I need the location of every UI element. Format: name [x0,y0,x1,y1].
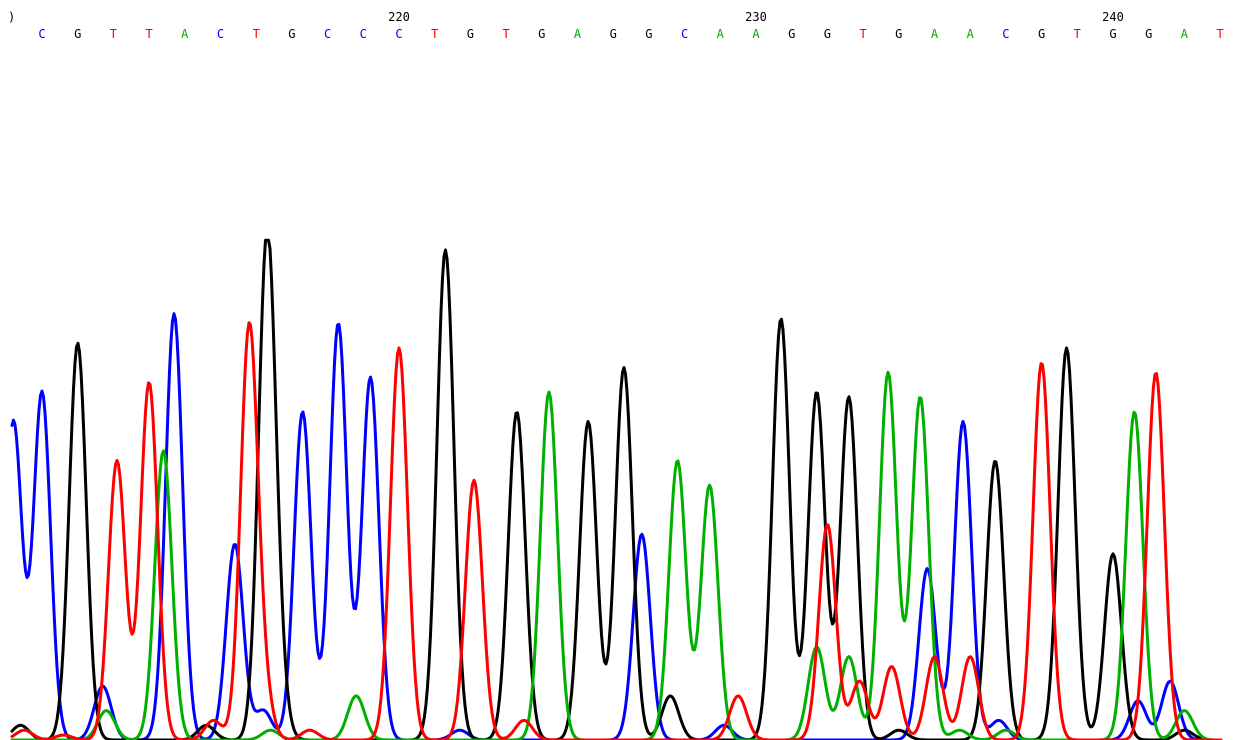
base-call: G [645,27,652,41]
trace-area [10,238,1223,740]
base-call: C [217,27,224,41]
position-label: 230 [745,10,767,24]
base-call: C [360,27,367,41]
base-call: G [1109,27,1116,41]
base-call: T [502,27,509,41]
base-call: T [1216,27,1223,41]
base-call: A [967,27,975,41]
position-label: 240 [1102,10,1124,24]
base-call: G [788,27,795,41]
base-call: G [1145,27,1152,41]
base-call: G [610,27,617,41]
base-call: G [74,27,81,41]
base-call: A [717,27,725,41]
base-call: A [931,27,939,41]
base-call: G [467,27,474,41]
base-call: C [324,27,331,41]
base-call: G [1038,27,1045,41]
base-call: A [1181,27,1189,41]
base-call: C [38,27,45,41]
position-label: ) [8,10,15,24]
base-call: A [574,27,582,41]
base-call: G [538,27,545,41]
trace-G [10,238,1223,740]
base-call: T [1074,27,1081,41]
base-call: T [859,27,866,41]
base-call: T [145,27,152,41]
trace-T [10,321,1223,740]
base-call: C [395,27,402,41]
base-call: A [181,27,189,41]
base-call: A [752,27,760,41]
position-labels: ) 220 230 240 [8,10,1124,24]
base-call: G [895,27,902,41]
base-call: T [253,27,260,41]
base-call: C [681,27,688,41]
trace-A [10,370,1223,740]
position-label: 220 [388,10,410,24]
base-call: C [1002,27,1009,41]
base-call: T [431,27,438,41]
base-call: G [824,27,831,41]
base-call: G [288,27,295,41]
base-call: T [110,27,117,41]
